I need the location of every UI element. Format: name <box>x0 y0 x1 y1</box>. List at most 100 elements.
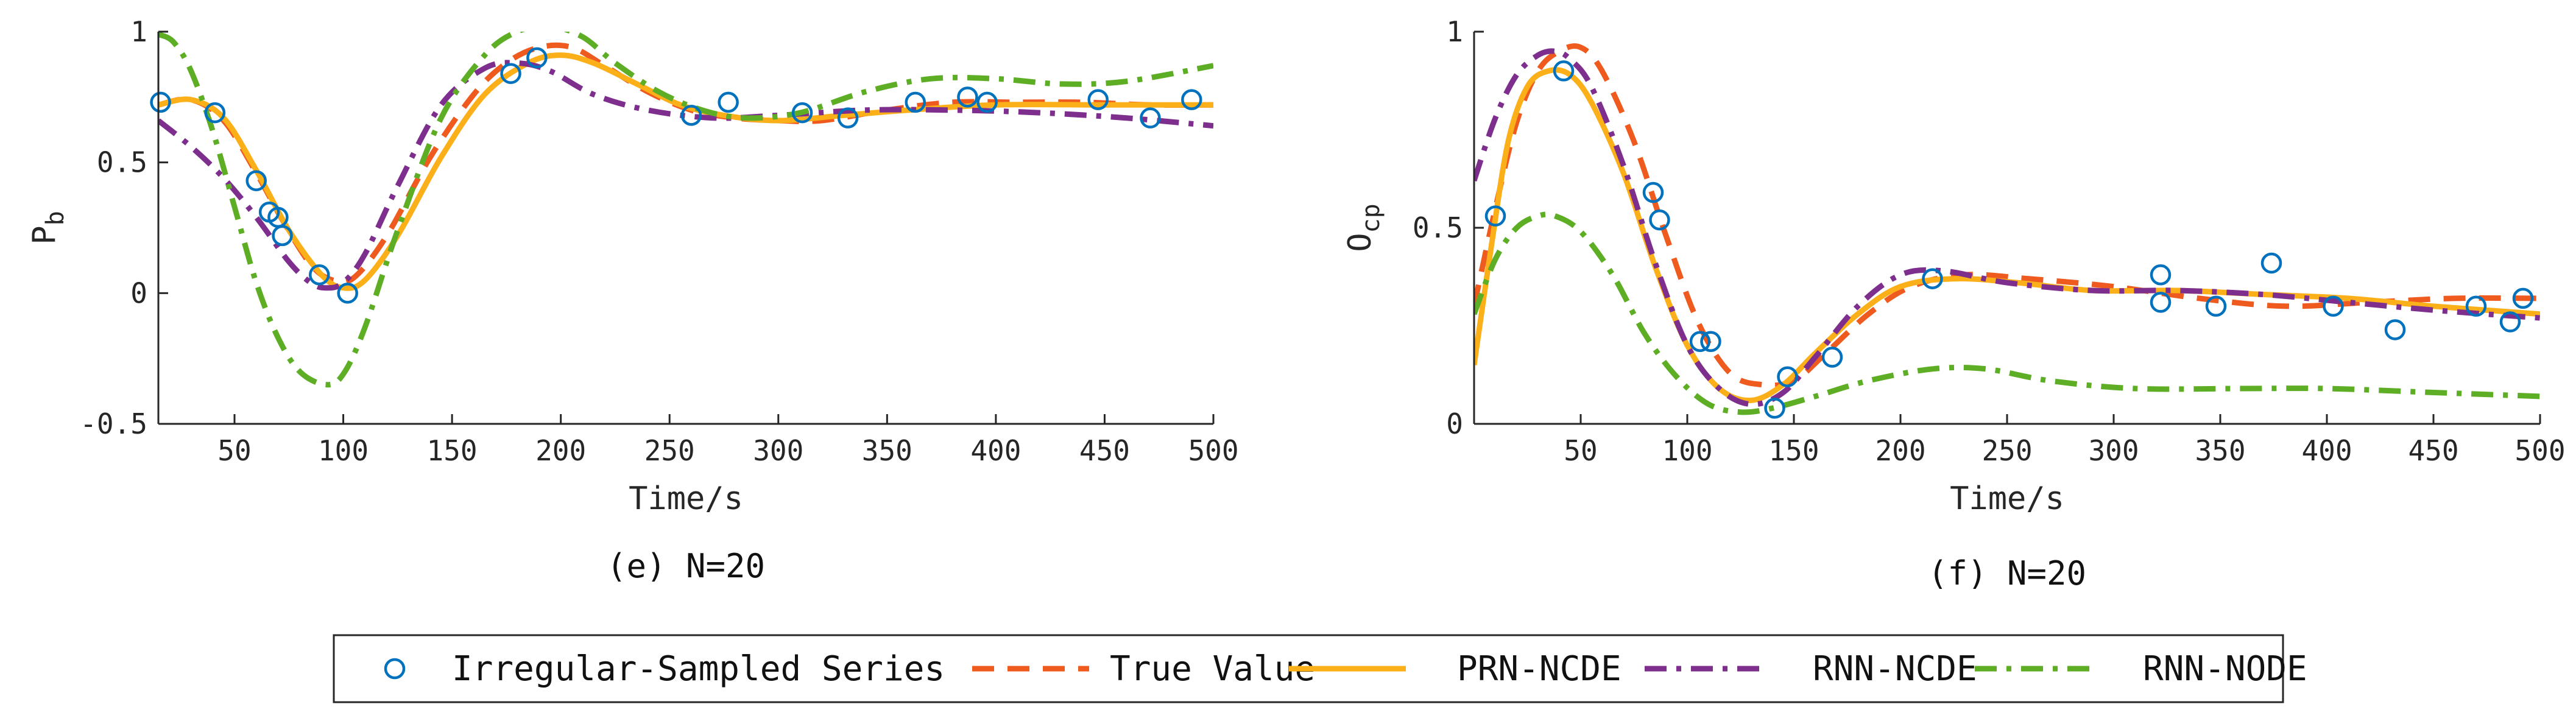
y-tick-label: 0 <box>130 276 147 309</box>
legend-item: PRN-NCDE <box>1289 649 1621 689</box>
x-tick-label: 50 <box>217 434 251 467</box>
legend-label: Irregular-Sampled Series <box>452 649 945 689</box>
sample-point <box>337 283 358 304</box>
y-tick-label: 1 <box>1446 15 1463 48</box>
chart-caption: (e) N=20 <box>607 547 765 585</box>
sample-point <box>2384 319 2406 340</box>
sample-point <box>2512 287 2534 309</box>
legend-label: RNN-NCDE <box>1813 649 1977 689</box>
x-tick-label: 350 <box>2195 434 2245 467</box>
series-line-rnn-node <box>1474 211 2540 415</box>
y-tick-label: 1 <box>130 15 147 48</box>
legend-label: True Value <box>1110 649 1315 689</box>
sample-point <box>2465 295 2487 317</box>
legend: Irregular-Sampled Series True Value PRN-NC… <box>333 634 2307 703</box>
series-line-true-value <box>1474 43 2540 389</box>
x-tick-label: 450 <box>2408 434 2458 467</box>
x-tick-label: 250 <box>1981 434 2032 467</box>
legend-marker <box>384 658 406 680</box>
sample-point <box>791 102 813 124</box>
sample-point <box>2499 311 2521 333</box>
sample-point <box>1821 347 1843 368</box>
y-tick-label: 0.5 <box>97 146 147 179</box>
legend-label: PRN-NCDE <box>1457 649 1621 689</box>
x-tick-label: 200 <box>1875 434 1925 467</box>
y-axis-title: Pb <box>26 211 69 244</box>
sample-point <box>245 170 267 191</box>
sample-point <box>1689 331 1711 353</box>
sample-point <box>1553 60 1575 82</box>
series-line-rnn-ncde <box>158 60 1213 291</box>
x-tick-label: 100 <box>1662 434 1712 467</box>
y-tick-label: 0.5 <box>1413 211 1463 244</box>
x-tick-label: 250 <box>644 434 695 467</box>
y-tick-label: 0 <box>1446 407 1463 440</box>
x-tick-label: 350 <box>862 434 912 467</box>
sample-point <box>2150 264 2172 286</box>
sample-point <box>2260 252 2282 274</box>
sample-point <box>718 91 739 113</box>
x-tick-label: 150 <box>1768 434 1819 467</box>
sample-point <box>1777 366 1798 387</box>
x-tick-label: 50 <box>1564 434 1597 467</box>
sample-point <box>1484 205 1506 227</box>
x-tick-label: 200 <box>535 434 586 467</box>
x-tick-label: 400 <box>2301 434 2352 467</box>
sample-point <box>2205 295 2227 317</box>
y-axis-title: Ocp <box>1342 203 1385 252</box>
series-line-prn-ncde <box>1474 67 2540 403</box>
x-tick-label: 100 <box>318 434 369 467</box>
x-tick-label: 500 <box>2514 434 2565 467</box>
series-line-rnn-ncde <box>1474 48 2540 407</box>
sample-point <box>2323 295 2344 317</box>
series-group <box>1474 43 2540 415</box>
sample-point <box>526 47 548 69</box>
sample-point <box>1922 268 1943 289</box>
x-tick-label: 300 <box>2088 434 2139 467</box>
x-axis-title: Time/s <box>1950 480 2064 517</box>
y-axis-title-sub: b <box>41 211 69 225</box>
series-line-prn-ncde <box>158 52 1213 291</box>
y-axis-title-sub: cp <box>1357 203 1385 233</box>
x-axis-title: Time/s <box>629 480 743 517</box>
x-tick-label: 400 <box>970 434 1021 467</box>
sample-markers <box>150 47 1202 304</box>
sample-point <box>204 102 226 124</box>
x-tick-label: 150 <box>427 434 478 467</box>
sample-point <box>1764 397 1785 419</box>
sample-point <box>905 91 926 113</box>
chart-f: 50 100 150 200 250 300 350 400 450 500 0 0.5 1 Time/s… <box>1342 15 2566 593</box>
sample-point <box>1700 331 1721 353</box>
series-line-true-value <box>158 42 1213 286</box>
legend-item: True Value <box>972 649 1315 689</box>
sample-point <box>1649 209 1670 231</box>
chart-caption: (f) N=20 <box>1928 554 2086 593</box>
y-axis-title-main: P <box>26 225 63 244</box>
sample-point <box>837 107 859 128</box>
legend-label: RNN-NODE <box>2143 649 2307 689</box>
legend-item: RNN-NCDE <box>1645 649 1977 689</box>
x-tick-label: 450 <box>1079 434 1130 467</box>
legend-item: Irregular-Sampled Series <box>384 649 945 689</box>
y-axis-title-main: O <box>1342 233 1378 252</box>
sample-point <box>500 63 521 84</box>
sample-point <box>1642 181 1664 203</box>
sample-point <box>957 86 978 108</box>
y-tick-label: -0.5 <box>80 407 147 440</box>
sample-point <box>150 91 171 113</box>
sample-point <box>1181 89 1202 110</box>
sample-point <box>976 91 998 113</box>
sample-point <box>1140 107 1161 128</box>
sample-point <box>680 105 702 126</box>
sample-point <box>272 225 293 247</box>
series-line-rnn-node <box>158 32 1213 388</box>
sample-point <box>309 264 330 286</box>
sample-point <box>1087 89 1109 110</box>
sample-point <box>2150 292 2172 313</box>
sample-markers <box>1484 60 2534 419</box>
chart-e: 50 100 150 200 250 300 350 400 450 500 -0.5 0 0.5 1 Ti… <box>26 15 1239 585</box>
x-tick-label: 500 <box>1188 434 1238 467</box>
legend-item: RNN-NODE <box>1975 649 2307 689</box>
x-tick-label: 300 <box>753 434 803 467</box>
